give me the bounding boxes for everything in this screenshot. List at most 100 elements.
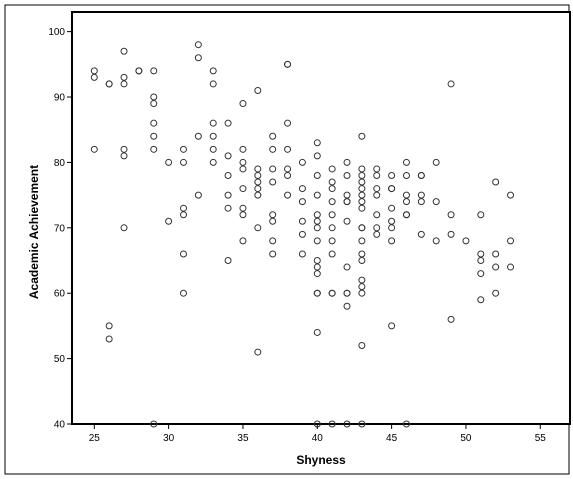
scatter-point bbox=[343, 420, 351, 428]
scatter-point bbox=[507, 263, 515, 271]
scatter-point bbox=[194, 132, 202, 140]
x-tick-label: 40 bbox=[312, 433, 324, 444]
scatter-point bbox=[150, 145, 158, 153]
scatter-point bbox=[358, 283, 366, 291]
scatter-point bbox=[343, 191, 351, 199]
scatter-point bbox=[254, 185, 262, 193]
y-tick-label: 100 bbox=[48, 27, 65, 38]
scatter-point bbox=[269, 145, 277, 153]
scatter-point bbox=[284, 191, 292, 199]
scatter-point bbox=[150, 132, 158, 140]
scatter-point bbox=[269, 250, 277, 258]
scatter-point bbox=[269, 211, 277, 219]
scatter-point bbox=[388, 217, 396, 225]
scatter-point bbox=[284, 60, 292, 68]
scatter-point bbox=[298, 158, 306, 166]
scatter-point bbox=[388, 185, 396, 193]
y-tick-label: 80 bbox=[54, 158, 66, 169]
scatter-point bbox=[373, 230, 381, 238]
y-tick-label: 70 bbox=[54, 223, 66, 234]
x-tick-label: 55 bbox=[535, 433, 547, 444]
scatter-point bbox=[358, 237, 366, 245]
scatter-point bbox=[492, 250, 500, 258]
scatter-point bbox=[298, 217, 306, 225]
scatter-point bbox=[402, 158, 410, 166]
scatter-point bbox=[432, 158, 440, 166]
scatter-point bbox=[298, 198, 306, 206]
scatter-point bbox=[432, 198, 440, 206]
scatter-point bbox=[358, 165, 366, 173]
scatter-point bbox=[343, 171, 351, 179]
scatter-point bbox=[284, 171, 292, 179]
scatter-point bbox=[209, 158, 217, 166]
scatter-point bbox=[239, 100, 247, 108]
scatter-point bbox=[269, 237, 277, 245]
scatter-point bbox=[90, 73, 98, 81]
scatter-point bbox=[462, 237, 470, 245]
scatter-point bbox=[269, 217, 277, 225]
scatter-point bbox=[313, 191, 321, 199]
scatter-point bbox=[313, 211, 321, 219]
plot-area bbox=[71, 11, 571, 425]
scatter-point bbox=[313, 224, 321, 232]
scatter-point bbox=[447, 315, 455, 323]
scatter-point bbox=[388, 171, 396, 179]
x-tick-label: 25 bbox=[89, 433, 101, 444]
scatter-point bbox=[179, 158, 187, 166]
scatter-point bbox=[373, 211, 381, 219]
scatter-point bbox=[373, 224, 381, 232]
scatter-point bbox=[254, 86, 262, 94]
scatter-point bbox=[328, 178, 336, 186]
scatter-point bbox=[105, 80, 113, 88]
scatter-point bbox=[477, 257, 485, 265]
scatter-point bbox=[105, 322, 113, 330]
scatter-point bbox=[373, 185, 381, 193]
x-tick-label: 30 bbox=[163, 433, 175, 444]
scatter-point bbox=[373, 165, 381, 173]
scatter-point bbox=[358, 132, 366, 140]
y-tick-label: 50 bbox=[54, 354, 66, 365]
scatter-point bbox=[358, 250, 366, 258]
scatter-point bbox=[328, 185, 336, 193]
scatter-point bbox=[447, 80, 455, 88]
scatter-point bbox=[254, 165, 262, 173]
scatter-point bbox=[343, 289, 351, 297]
scatter-point bbox=[343, 158, 351, 166]
scatter-point bbox=[358, 224, 366, 232]
scatter-point bbox=[477, 296, 485, 304]
scatter-point bbox=[239, 204, 247, 212]
scatter-point bbox=[90, 67, 98, 75]
scatter-point bbox=[328, 237, 336, 245]
scatter-point bbox=[239, 165, 247, 173]
scatter-point bbox=[179, 211, 187, 219]
scatter-point bbox=[209, 145, 217, 153]
scatter-point bbox=[120, 145, 128, 153]
scatter-point bbox=[388, 237, 396, 245]
scatter-point bbox=[150, 93, 158, 101]
scatter-point bbox=[343, 198, 351, 206]
plot-frame bbox=[71, 11, 571, 425]
scatter-point bbox=[402, 171, 410, 179]
scatter-point bbox=[343, 263, 351, 271]
scatter-point bbox=[402, 211, 410, 219]
scatter-point bbox=[402, 198, 410, 206]
y-tick-label: 90 bbox=[54, 93, 66, 104]
scatter-point bbox=[492, 263, 500, 271]
scatter-point bbox=[402, 191, 410, 199]
scatter-point bbox=[150, 420, 158, 428]
scatter-point bbox=[358, 185, 366, 193]
scatter-point bbox=[269, 178, 277, 186]
scatter-point bbox=[447, 211, 455, 219]
scatter-point bbox=[313, 217, 321, 225]
y-tick-label: 40 bbox=[54, 420, 66, 431]
scatter-point bbox=[269, 165, 277, 173]
scatter-point bbox=[150, 67, 158, 75]
scatter-point bbox=[328, 211, 336, 219]
x-tick-label: 50 bbox=[460, 433, 472, 444]
scatter-point bbox=[373, 171, 381, 179]
scatter-point bbox=[120, 80, 128, 88]
x-axis-label: Shyness bbox=[296, 453, 346, 467]
scatter-point bbox=[358, 276, 366, 284]
x-tick-label: 45 bbox=[386, 433, 398, 444]
